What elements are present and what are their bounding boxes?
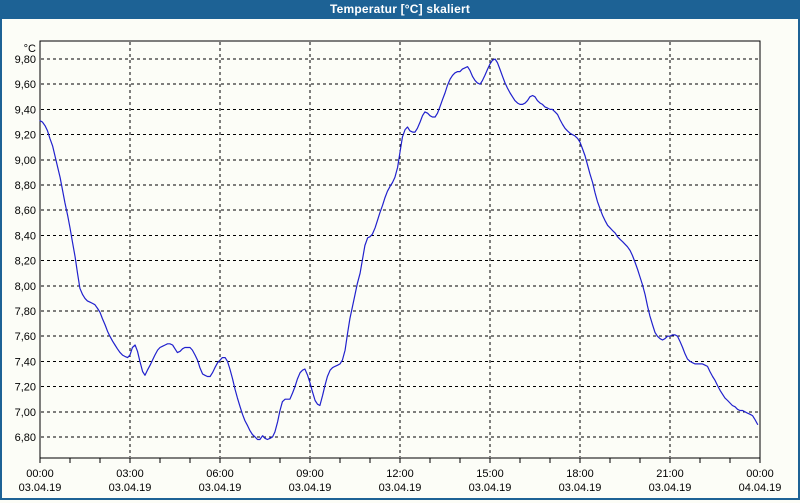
x-tick-time-label: 00:00 xyxy=(26,468,54,480)
x-tick-date-label: 03.04.19 xyxy=(199,482,242,494)
x-tick-date-label: 03.04.19 xyxy=(19,482,62,494)
y-axis-unit-label: °C xyxy=(24,43,36,55)
y-tick-label: 7,00 xyxy=(15,407,36,419)
x-tick-date-label: 03.04.19 xyxy=(289,482,332,494)
y-tick-label: 8,80 xyxy=(15,180,36,192)
x-tick-date-label: 03.04.19 xyxy=(469,482,512,494)
y-tick-label: 8,00 xyxy=(15,281,36,293)
y-tick-label: 7,60 xyxy=(15,331,36,343)
x-tick-date-label: 03.04.19 xyxy=(649,482,692,494)
y-tick-label: 9,80 xyxy=(15,54,36,66)
y-tick-label: 8,20 xyxy=(15,256,36,268)
x-tick-time-label: 12:00 xyxy=(386,468,414,480)
window-title: Temperatur [°C] skaliert xyxy=(329,2,471,16)
y-tick-label: 7,80 xyxy=(15,306,36,318)
x-tick-time-label: 09:00 xyxy=(296,468,324,480)
x-tick-date-label: 03.04.19 xyxy=(379,482,422,494)
x-tick-time-label: 21:00 xyxy=(656,468,684,480)
x-tick-time-label: 18:00 xyxy=(566,468,594,480)
plot-border xyxy=(39,40,761,459)
y-tick-label: 7,40 xyxy=(15,356,36,368)
x-tick-date-label: 03.04.19 xyxy=(559,482,602,494)
x-tick-time-label: 00:00 xyxy=(746,468,774,480)
temperature-line xyxy=(39,58,759,441)
x-tick-date-label: 03.04.19 xyxy=(109,482,152,494)
x-tick-time-label: 06:00 xyxy=(206,468,234,480)
y-tick-label: 8,60 xyxy=(15,205,36,217)
y-tick-label: 9,60 xyxy=(15,79,36,91)
x-tick-time-label: 15:00 xyxy=(476,468,504,480)
y-tick-label: 9,20 xyxy=(15,130,36,142)
x-tick-time-label: 03:00 xyxy=(116,468,144,480)
y-tick-label: 8,40 xyxy=(15,230,36,242)
window-title-bar: Temperatur [°C] skaliert xyxy=(0,0,800,19)
chart-area: 9,80 9,60 9,40 9,20 9,00 8,80 8,60 8,40 8,20 8,00… xyxy=(0,19,800,500)
y-tick-label: 9,00 xyxy=(15,155,36,167)
x-tick-date-label: 04.04.19 xyxy=(739,482,782,494)
chart-svg: 9,80 9,60 9,40 9,20 9,00 8,80 8,60 8,40 8,20 8,00… xyxy=(15,40,782,494)
y-tick-label: 9,40 xyxy=(15,104,36,116)
y-tick-label: 6,80 xyxy=(15,432,36,444)
y-tick-label: 7,20 xyxy=(15,382,36,394)
